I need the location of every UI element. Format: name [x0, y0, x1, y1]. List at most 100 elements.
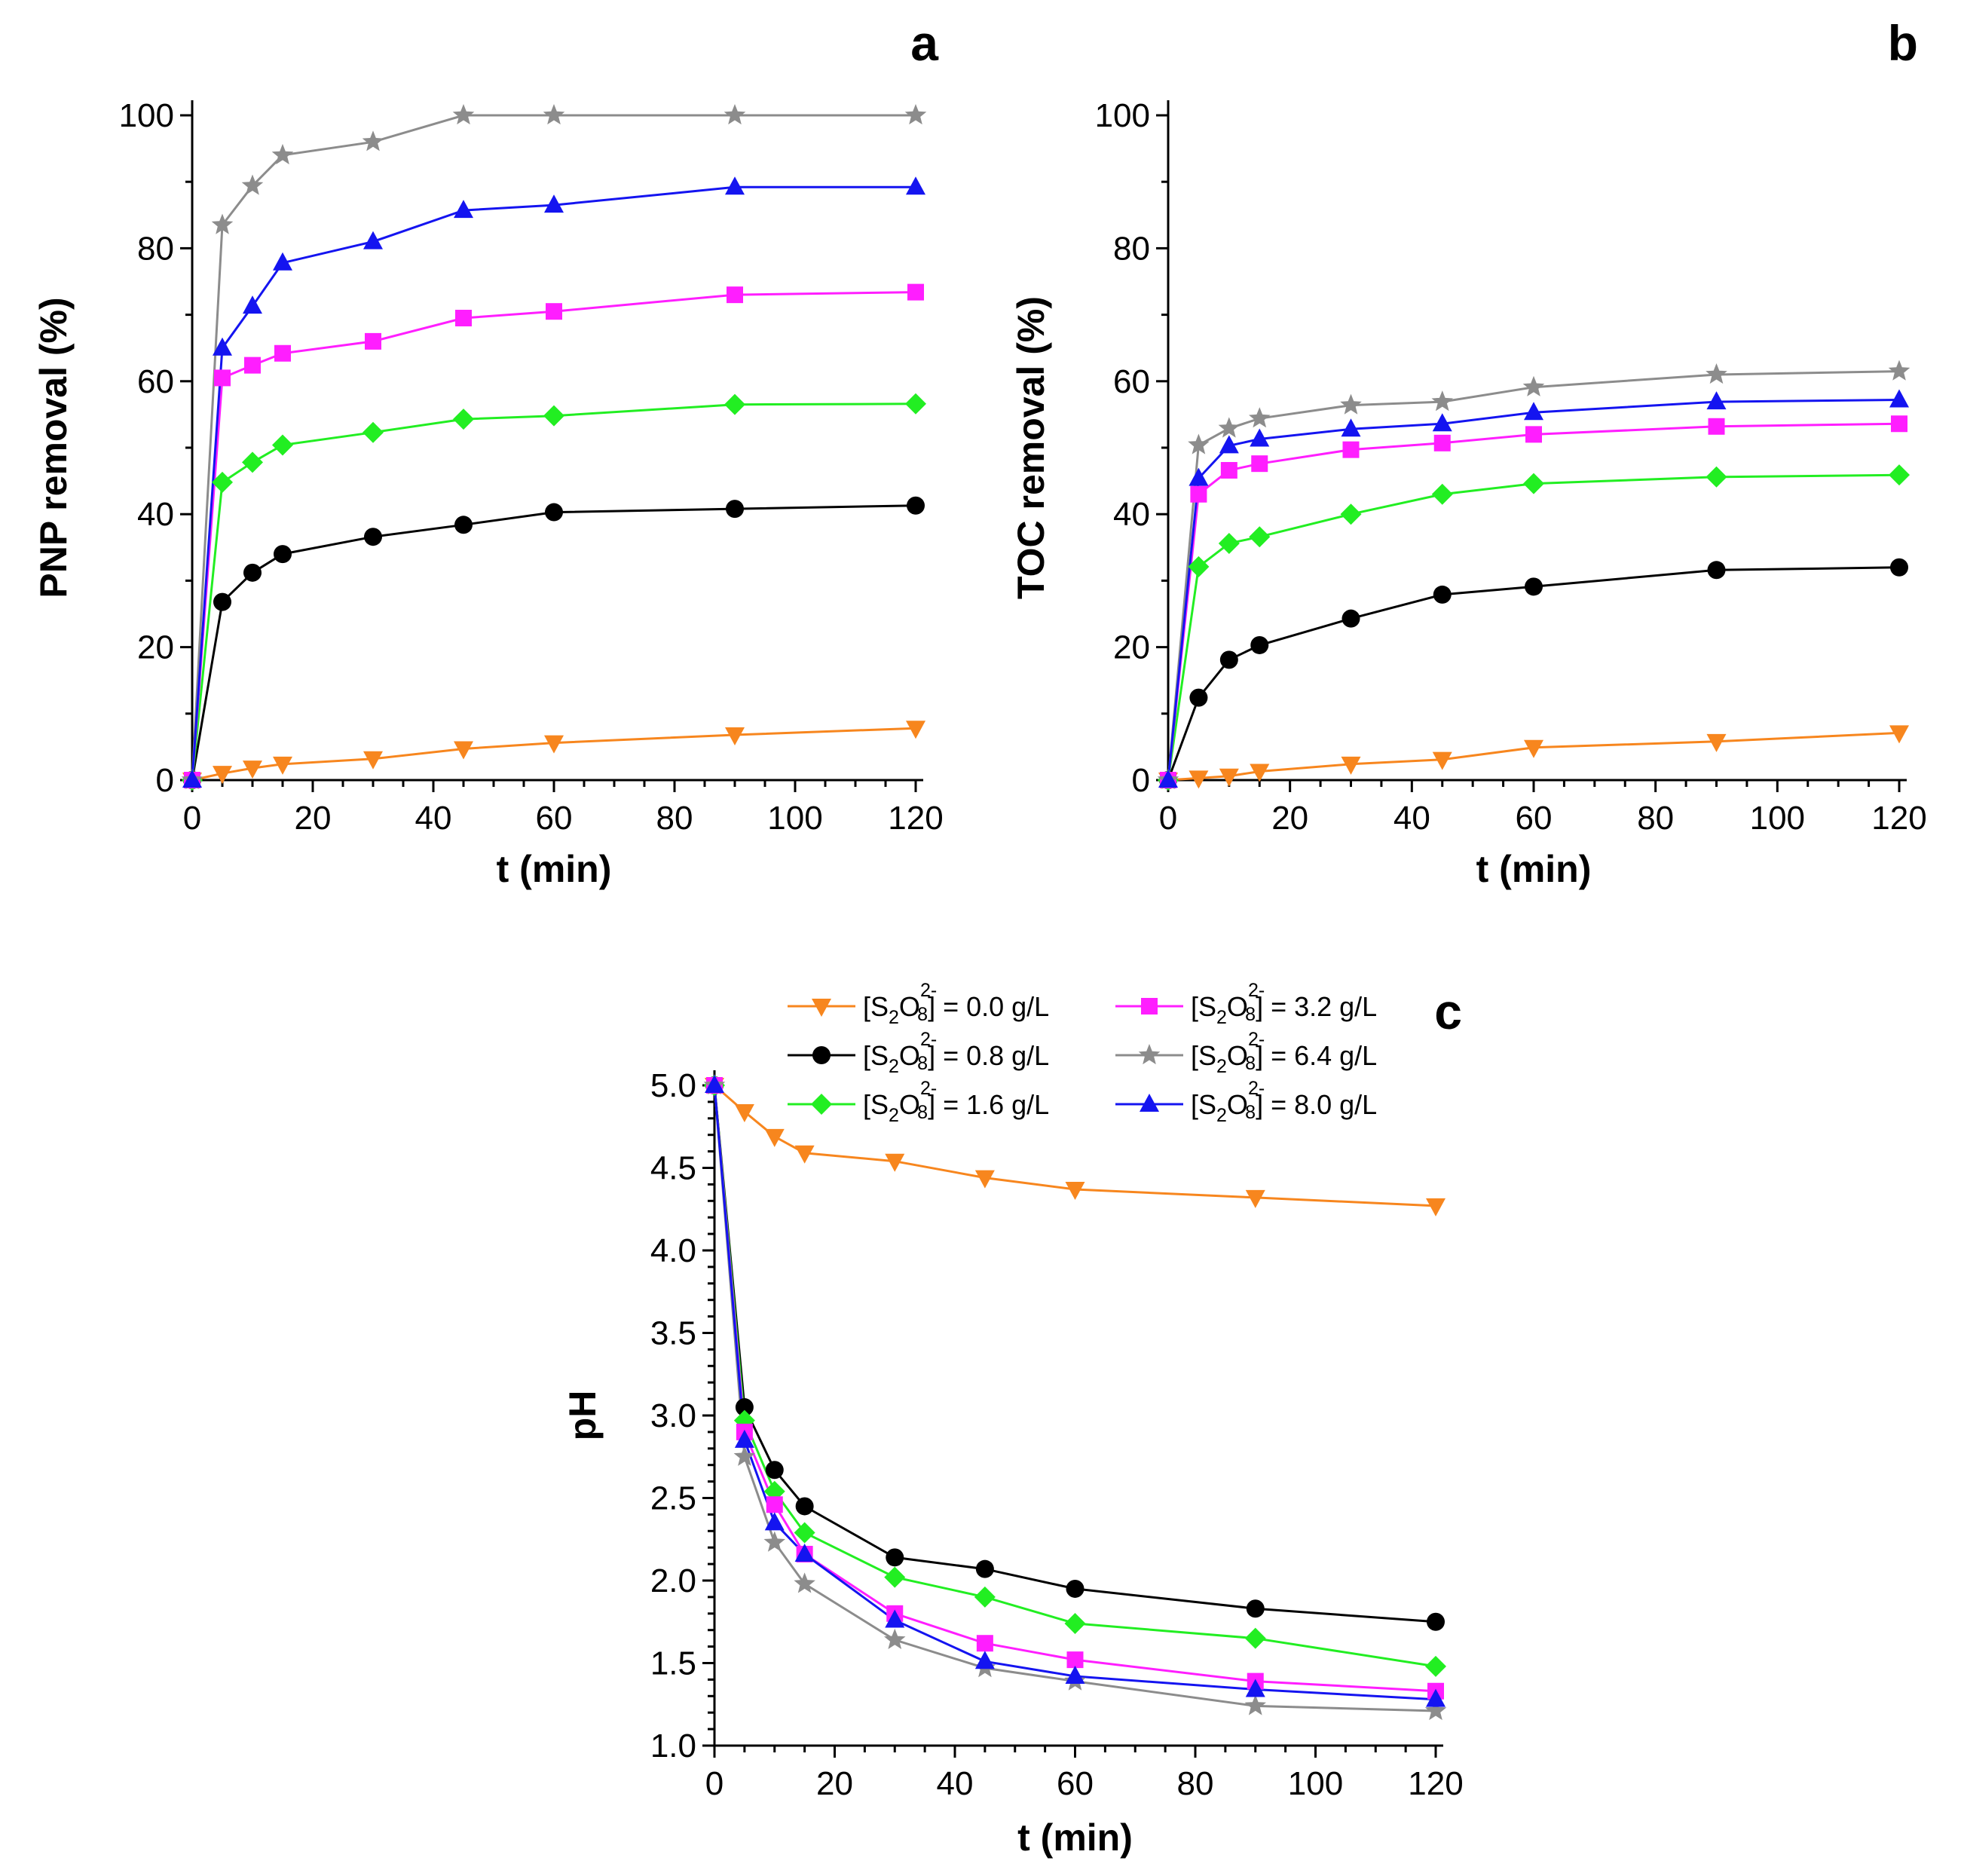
x-tick-label: 0 — [1159, 800, 1177, 837]
data-point-s16 — [884, 1566, 906, 1588]
data-point-s08 — [213, 592, 231, 611]
data-point-s00 — [734, 1104, 754, 1123]
legend-item-s64: [S2O2- 8] = 6.4 g/L — [1115, 1029, 1377, 1077]
y-tick-label: 4.5 — [650, 1150, 696, 1187]
data-point-s08 — [735, 1398, 754, 1417]
data-point-s80 — [1189, 467, 1209, 486]
legend-label-part: 2- — [920, 980, 937, 1001]
data-point-s00 — [764, 1128, 785, 1147]
data-point-s64 — [1424, 1700, 1447, 1721]
y-tick-label: 20 — [137, 629, 174, 666]
x-tick-label: 100 — [1750, 800, 1805, 837]
legend-label: [S2O2- 8] = 0.0 g/L — [863, 980, 1049, 1028]
legend-label-part: [S — [863, 1089, 889, 1120]
legend-item-s80: [S2O2- 8] = 8.0 g/L — [1115, 1078, 1377, 1126]
data-point-s00 — [1341, 756, 1361, 775]
data-point-s16 — [1431, 483, 1453, 505]
data-point-s08 — [1433, 585, 1452, 604]
legend-marker — [812, 999, 831, 1017]
legend-label-part: ] = 3.2 g/L — [1256, 991, 1377, 1022]
data-point-s80 — [705, 1075, 724, 1093]
x-tick-label: 100 — [1288, 1765, 1343, 1802]
data-point-s00 — [1189, 770, 1209, 789]
data-point-s80 — [906, 176, 925, 195]
data-point-s08 — [1525, 577, 1543, 596]
x-tick-label: 80 — [1177, 1765, 1214, 1802]
data-point-s64 — [1522, 375, 1545, 396]
data-point-s80 — [1250, 428, 1270, 447]
data-point-s32 — [1708, 418, 1725, 435]
data-point-s08 — [454, 516, 473, 534]
legend-marker — [1141, 998, 1158, 1015]
data-point-s00 — [974, 1170, 995, 1189]
legend-item-s32: [S2O2- 8] = 3.2 g/L — [1115, 980, 1377, 1028]
data-point-s16 — [1249, 526, 1271, 548]
data-point-s32 — [1433, 434, 1451, 451]
legend-label-part: ] = 0.0 g/L — [928, 991, 1049, 1022]
data-point-s80 — [764, 1512, 785, 1531]
data-point-s00 — [725, 727, 745, 746]
legend-marker — [812, 1046, 831, 1064]
legend-label: [S2O2- 8] = 6.4 g/L — [1191, 1029, 1377, 1077]
data-point-s00 — [544, 735, 564, 754]
data-point-s00 — [1426, 1198, 1446, 1216]
data-point-s32 — [1342, 441, 1360, 458]
data-point-s80 — [1706, 391, 1727, 410]
data-point-s08 — [726, 500, 744, 519]
data-point-s16 — [1706, 466, 1727, 488]
data-point-s64 — [1706, 363, 1727, 384]
legend: [S2O2-8] = 0.0 g/L[S2O2-8] = 0.8 g/L[S2O… — [788, 980, 1377, 1126]
y-tick-label: 40 — [137, 496, 174, 533]
legend-label-part: 8 — [917, 1102, 928, 1123]
series-markers-s08 — [705, 1076, 1445, 1631]
x-tick-label: 60 — [536, 800, 573, 837]
data-point-s16 — [242, 451, 263, 473]
series-markers-s32 — [184, 283, 924, 788]
x-tick-label: 40 — [1394, 800, 1430, 837]
series-line-s32 — [713, 1085, 1436, 1693]
data-point-s16 — [1244, 1627, 1266, 1649]
series-s16 — [713, 1085, 1436, 1668]
series-line-s32 — [191, 291, 916, 781]
y-tick-label: 40 — [1113, 496, 1150, 533]
legend-label-part: [S — [863, 1040, 889, 1071]
y-tick-label: 0 — [1132, 762, 1150, 799]
data-point-s16 — [1340, 503, 1362, 525]
series-line-s80 — [191, 185, 916, 781]
data-point-s08 — [364, 528, 382, 546]
y-tick-label: 3.0 — [650, 1397, 696, 1434]
data-point-s64 — [1244, 1694, 1266, 1715]
legend-label: [S2O2- 8] = 1.6 g/L — [863, 1078, 1049, 1126]
legend-label-part: ] = 0.8 g/L — [928, 1040, 1049, 1071]
series-s32 — [191, 291, 916, 781]
series-line-s16 — [191, 402, 916, 781]
data-point-s32 — [214, 369, 231, 387]
legend-label-part: 2 — [1216, 1056, 1227, 1077]
legend-marker — [1138, 1044, 1161, 1065]
series-s80 — [191, 185, 916, 781]
data-point-s00 — [273, 756, 292, 775]
data-point-s08 — [1890, 558, 1908, 577]
data-point-s32 — [1251, 455, 1268, 473]
x-tick-label: 80 — [1637, 800, 1674, 837]
x-tick-label: 120 — [888, 800, 943, 837]
series-markers-s32 — [1160, 415, 1907, 788]
legend-label-part: 2 — [1216, 1105, 1227, 1126]
data-point-s08 — [243, 563, 262, 582]
y-axis-title: TOC removal (%) — [1010, 296, 1052, 599]
data-point-s64 — [452, 104, 475, 125]
legend-label-part: ] = 8.0 g/L — [1256, 1089, 1377, 1120]
legend-label: [S2O2- 8] = 0.8 g/L — [863, 1029, 1049, 1077]
data-point-s08 — [765, 1461, 784, 1480]
data-point-s64 — [794, 1572, 815, 1593]
legend-label: [S2O2- 8] = 3.2 g/L — [1191, 980, 1377, 1028]
x-axis-title: t (min) — [497, 848, 612, 890]
y-axis-title: pH — [561, 1391, 604, 1441]
x-tick-label: 100 — [767, 800, 822, 837]
panel-label: b — [1888, 15, 1918, 71]
data-point-s16 — [974, 1586, 996, 1608]
x-tick-label: 80 — [656, 800, 693, 837]
data-point-s08 — [1066, 1579, 1085, 1598]
